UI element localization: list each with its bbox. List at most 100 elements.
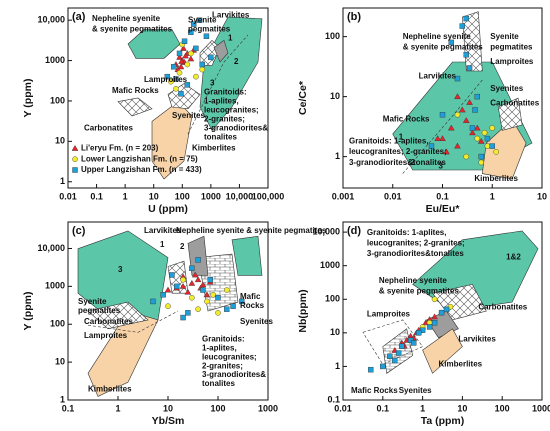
x-tick-label: 10: [149, 191, 159, 201]
y-tick-label: 100: [50, 319, 65, 329]
point: [459, 23, 465, 29]
point: [194, 276, 202, 283]
annotation: Carbonatites: [490, 99, 539, 108]
annotation: Syenites: [490, 84, 523, 93]
y-axis-label: Y (ppm): [22, 292, 34, 331]
point: [177, 63, 185, 70]
y-tick-label: 10,000: [312, 226, 340, 236]
point: [411, 340, 417, 346]
x-tick-label: 1: [115, 403, 120, 413]
point: [178, 58, 185, 64]
annotation: Syenite: [78, 297, 107, 306]
y-tick-label: 1000: [320, 260, 340, 270]
frame: [67, 7, 269, 189]
annotation: Granitoids: 1-aplites,: [367, 228, 447, 237]
point: [184, 61, 191, 68]
point: [463, 153, 470, 160]
point: [210, 291, 216, 298]
point: [160, 292, 166, 298]
annotation: 2: [234, 57, 239, 66]
x-tick-label: 1000: [258, 403, 278, 413]
point: [165, 303, 171, 309]
annotation: 2: [180, 242, 185, 251]
point: [182, 52, 189, 59]
point: [439, 111, 446, 118]
x-tick-label: 0.01: [59, 191, 77, 201]
annotation: Mafic: [240, 292, 261, 301]
x-tick-label: 1: [123, 191, 128, 201]
annotation: Nepheline syenite: [379, 276, 448, 285]
point: [466, 65, 473, 71]
annotation: Kimberlites: [439, 360, 483, 369]
annotation: Syenite: [188, 16, 217, 25]
annotation: Mafic Rocks: [351, 386, 398, 395]
point: [392, 357, 398, 364]
y-axis-label: Nb(ppm): [297, 289, 309, 332]
point: [185, 310, 191, 316]
annotation: 2-granites;: [204, 115, 245, 124]
annotation: 3: [118, 265, 123, 274]
point: [199, 61, 205, 68]
point: [493, 149, 499, 155]
point: [426, 324, 433, 330]
point: [191, 271, 199, 278]
point: [466, 99, 473, 105]
point: [469, 129, 476, 136]
x-tick-label: 0.1: [377, 403, 390, 413]
point: [189, 265, 195, 271]
annotation: Syenites: [399, 386, 432, 395]
x-axis-label: U (ppm): [148, 203, 188, 215]
annotation: Rocks: [240, 301, 265, 310]
legend-marker: [72, 167, 78, 173]
annotation: Granitoids:: [204, 88, 247, 97]
point: [477, 137, 485, 144]
annotation: tonalites: [204, 133, 237, 142]
x-tick-label: 10: [537, 191, 547, 201]
annotation: 1&2: [506, 253, 521, 262]
x-tick-label: 10,000: [226, 191, 254, 201]
point: [184, 82, 191, 88]
point: [169, 272, 175, 278]
point: [473, 124, 481, 131]
point: [489, 143, 495, 149]
y-tick-label: 100: [325, 294, 340, 304]
annotation: leucogranites;: [202, 352, 257, 361]
point: [188, 50, 194, 57]
point: [454, 111, 461, 118]
annotation: Carbonatites: [84, 124, 133, 133]
point: [164, 73, 171, 80]
annotation: 2-granites;: [202, 361, 243, 370]
point: [454, 93, 461, 100]
x-tick-label: 10: [457, 403, 467, 413]
annotation: Carbonatites: [478, 303, 527, 312]
annotation: Kimberlites: [88, 384, 132, 393]
point: [176, 53, 183, 60]
point: [474, 135, 481, 142]
y-tick-label: 10: [55, 136, 65, 146]
y-tick-label: 1: [335, 361, 340, 371]
field-boundary: [402, 79, 483, 174]
point: [472, 107, 478, 113]
panel: Granitoids: 1-aplites,leucogranites; 2-g…: [297, 221, 550, 427]
annotation: & syenite pegmatites: [92, 25, 173, 34]
annotation: 1: [399, 133, 404, 142]
annotation: 3: [439, 162, 444, 171]
annotation: Syenites: [240, 317, 273, 326]
point: [170, 64, 177, 70]
annotation: Syenite: [490, 32, 519, 41]
annotation: Nepheline syenite: [403, 32, 472, 41]
y-tick-label: 100: [50, 95, 65, 105]
point: [443, 148, 450, 155]
x-tick-label: 1: [490, 191, 495, 201]
annotation: Lamproites: [490, 57, 534, 66]
point: [174, 283, 180, 290]
point: [474, 93, 480, 100]
annotation: 1: [160, 240, 165, 249]
point: [181, 38, 188, 44]
x-tick-label: 100: [175, 191, 190, 201]
field: [231, 235, 263, 276]
point: [484, 135, 491, 142]
point: [199, 66, 206, 73]
annotation: 1: [228, 34, 233, 43]
annotation: Larvikites: [458, 335, 496, 344]
